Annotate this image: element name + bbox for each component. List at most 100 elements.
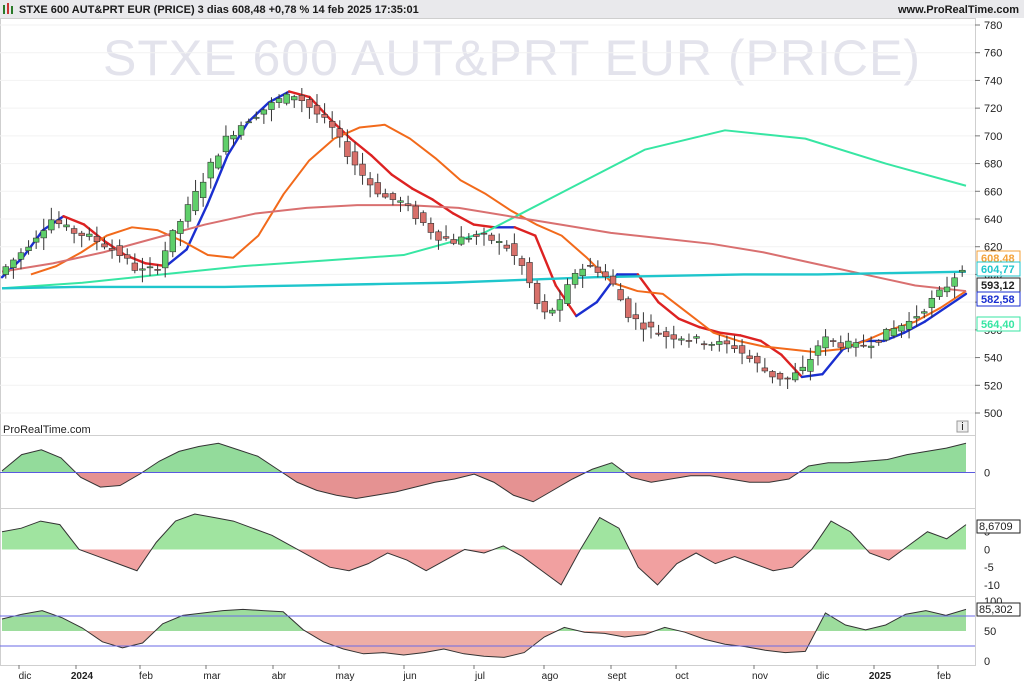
candle-body [571,272,579,285]
candle-body [427,223,435,233]
osc-area-positive [2,443,966,473]
ma-segment [800,373,824,379]
candle-body [298,95,306,101]
candle-body [336,128,343,138]
candle-body [792,372,799,381]
candle-body [101,243,108,248]
candle-body [283,93,290,104]
candle-body [465,237,473,240]
month-label: ago [542,671,559,682]
ma-segment [452,212,475,226]
candle-body [860,344,867,347]
candle-body [275,98,283,103]
candle-body [503,244,510,249]
ma-segment [944,292,968,309]
ma-segment [369,154,393,176]
price-tick-label: 700 [984,131,1002,143]
price-tick-label: 540 [984,353,1002,365]
time-axis: dic 2024 feb mar abr may jun jul ago sept oct nov di… [18,665,951,682]
month-label: jul [474,671,485,682]
candle-body [306,99,313,108]
price-tick-label: 740 [984,75,1002,87]
osc-last-label: 8,6709 [979,521,1013,533]
candle-body [215,155,222,169]
ma-segment [923,306,947,323]
candle-body [17,252,25,260]
candle-body [162,250,169,269]
price-tick-label: 780 [984,20,1002,32]
candle-body [344,141,351,157]
candle-body [397,200,404,203]
price-tick-label: 640 [984,214,1002,226]
candle-body [55,219,63,225]
ma-segment [472,223,496,229]
candle-body [754,355,761,364]
oscillator-panel-2: 50-5-108,6709 [1,513,1021,592]
candle-body [867,345,875,348]
candle-body [450,239,457,244]
osc-area-negative [2,472,966,502]
candle-body [533,282,541,304]
osc-area-negative [2,631,966,658]
candle-body [291,96,298,101]
candle-body [700,343,708,346]
candle-body [154,269,161,271]
price-tick-label: 720 [984,103,1002,115]
candle-body [541,301,548,313]
candle-body [693,336,700,339]
month-label: dic [817,671,830,682]
ma-segment [390,173,414,190]
price-label-box [976,261,1021,277]
candle-body [313,105,321,115]
candle-body [480,232,488,235]
site-link[interactable]: www.ProRealTime.com [897,4,1019,16]
month-label: feb [937,671,951,682]
candle-body [784,377,791,380]
candle-body [93,236,101,242]
osc-tick-label: -5 [984,562,994,574]
candle-body [222,135,230,153]
candle-body [518,258,526,266]
candle-body [458,236,465,245]
candle-body [40,230,47,239]
osc-last-box [976,602,1021,617]
candle-body [549,309,556,314]
osc-line [1,608,967,658]
month-label: feb [139,671,153,682]
candle-body [435,231,442,241]
candle-body [913,316,920,319]
candle-body [928,298,936,308]
candle-body [890,328,898,337]
candle-body [814,345,822,356]
chart-header-title: STXE 600 AUT&PRT EUR (PRICE) 3 dias 608,… [19,4,419,16]
osc-area-negative [2,549,966,585]
ma-segment [821,348,845,376]
candle-body [746,355,753,359]
info-button[interactable] [956,420,969,433]
price-tick-label: 660 [984,186,1002,198]
candle-body [116,245,123,256]
candle-body [852,342,860,348]
info-icon: i [961,421,963,433]
candle-body [731,345,738,349]
osc-tick-label: 0 [984,468,990,480]
panel-frames [0,18,976,666]
month-label: may [336,671,355,682]
candle-body [905,320,913,330]
candle-body [329,120,336,128]
ma-segment [739,334,763,343]
candle-body [807,358,814,372]
candle-body [10,259,17,268]
candle-body [602,271,609,277]
price-label: 604,77 [981,264,1015,276]
price-label: 593,12 [981,280,1015,292]
candle-body [526,262,533,284]
osc-tick-label: -10 [984,580,1000,592]
candle-body [647,321,655,328]
candle-body [184,204,192,222]
candle-body [32,237,40,243]
ma-segment [349,137,373,157]
candle-body [139,268,146,271]
month-label: sept [608,671,627,682]
